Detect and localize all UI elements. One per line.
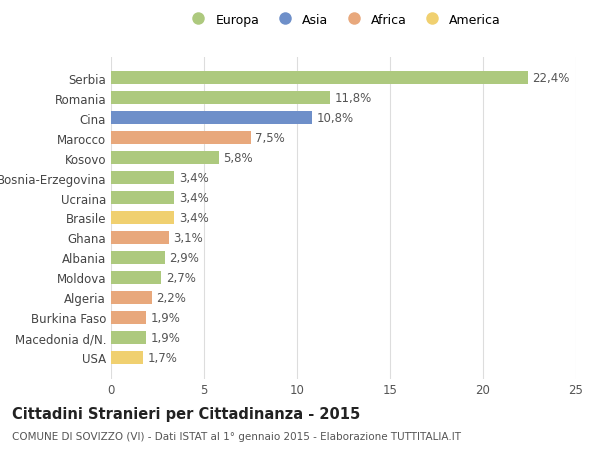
Bar bbox=[111, 291, 152, 304]
Text: Cittadini Stranieri per Cittadinanza - 2015: Cittadini Stranieri per Cittadinanza - 2… bbox=[12, 406, 360, 421]
Text: 22,4%: 22,4% bbox=[532, 72, 569, 85]
Bar bbox=[111, 191, 174, 205]
Text: 3,4%: 3,4% bbox=[179, 172, 209, 185]
Bar bbox=[111, 311, 146, 324]
Text: 2,2%: 2,2% bbox=[157, 291, 187, 304]
Bar bbox=[111, 72, 527, 85]
Bar bbox=[111, 212, 174, 224]
Bar bbox=[111, 132, 251, 145]
Text: 10,8%: 10,8% bbox=[317, 112, 353, 125]
Bar bbox=[111, 92, 331, 105]
Text: 1,9%: 1,9% bbox=[151, 331, 181, 344]
Legend: Europa, Asia, Africa, America: Europa, Asia, Africa, America bbox=[186, 14, 501, 27]
Text: 1,7%: 1,7% bbox=[147, 351, 177, 364]
Text: 5,8%: 5,8% bbox=[224, 152, 253, 165]
Text: 3,1%: 3,1% bbox=[173, 231, 203, 245]
Bar bbox=[111, 231, 169, 245]
Bar bbox=[111, 112, 312, 125]
Text: 3,4%: 3,4% bbox=[179, 191, 209, 205]
Text: 2,9%: 2,9% bbox=[170, 252, 199, 264]
Text: 11,8%: 11,8% bbox=[335, 92, 373, 105]
Text: 3,4%: 3,4% bbox=[179, 212, 209, 224]
Text: COMUNE DI SOVIZZO (VI) - Dati ISTAT al 1° gennaio 2015 - Elaborazione TUTTITALIA: COMUNE DI SOVIZZO (VI) - Dati ISTAT al 1… bbox=[12, 431, 461, 442]
Bar bbox=[111, 331, 146, 344]
Bar bbox=[111, 351, 143, 364]
Text: 7,5%: 7,5% bbox=[255, 132, 285, 145]
Bar bbox=[111, 271, 161, 284]
Text: 2,7%: 2,7% bbox=[166, 271, 196, 284]
Text: 1,9%: 1,9% bbox=[151, 311, 181, 324]
Bar bbox=[111, 252, 165, 264]
Bar bbox=[111, 172, 174, 185]
Bar bbox=[111, 152, 219, 165]
